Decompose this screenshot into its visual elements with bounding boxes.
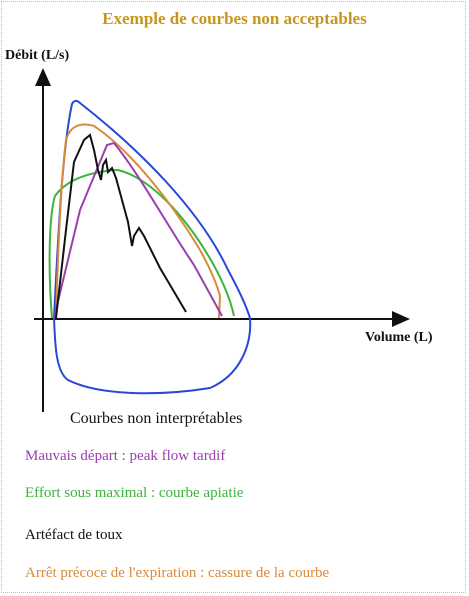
x-axis-label: Volume (L) <box>365 330 433 345</box>
legend-late-peak: Mauvais départ : peak flow tardif <box>25 448 226 464</box>
slide-title: Exemple de courbes non acceptables <box>102 9 367 28</box>
submaximal-curve <box>48 168 235 319</box>
late-peak-curve <box>53 141 223 319</box>
reference-curve <box>52 99 252 395</box>
early-stop-curve <box>55 123 222 319</box>
diagram-caption: Courbes non interprétables <box>70 410 243 427</box>
legend-cough: Artéfact de toux <box>25 527 123 543</box>
y-axis-label: Débit (L/s) <box>5 48 70 63</box>
legend-submaximal: Effort sous maximal : courbe apiatie <box>25 485 244 501</box>
cough-artefact-curve <box>55 133 187 319</box>
legend-early-stop: Arrêt précoce de l'expiration : cassure … <box>25 565 330 581</box>
